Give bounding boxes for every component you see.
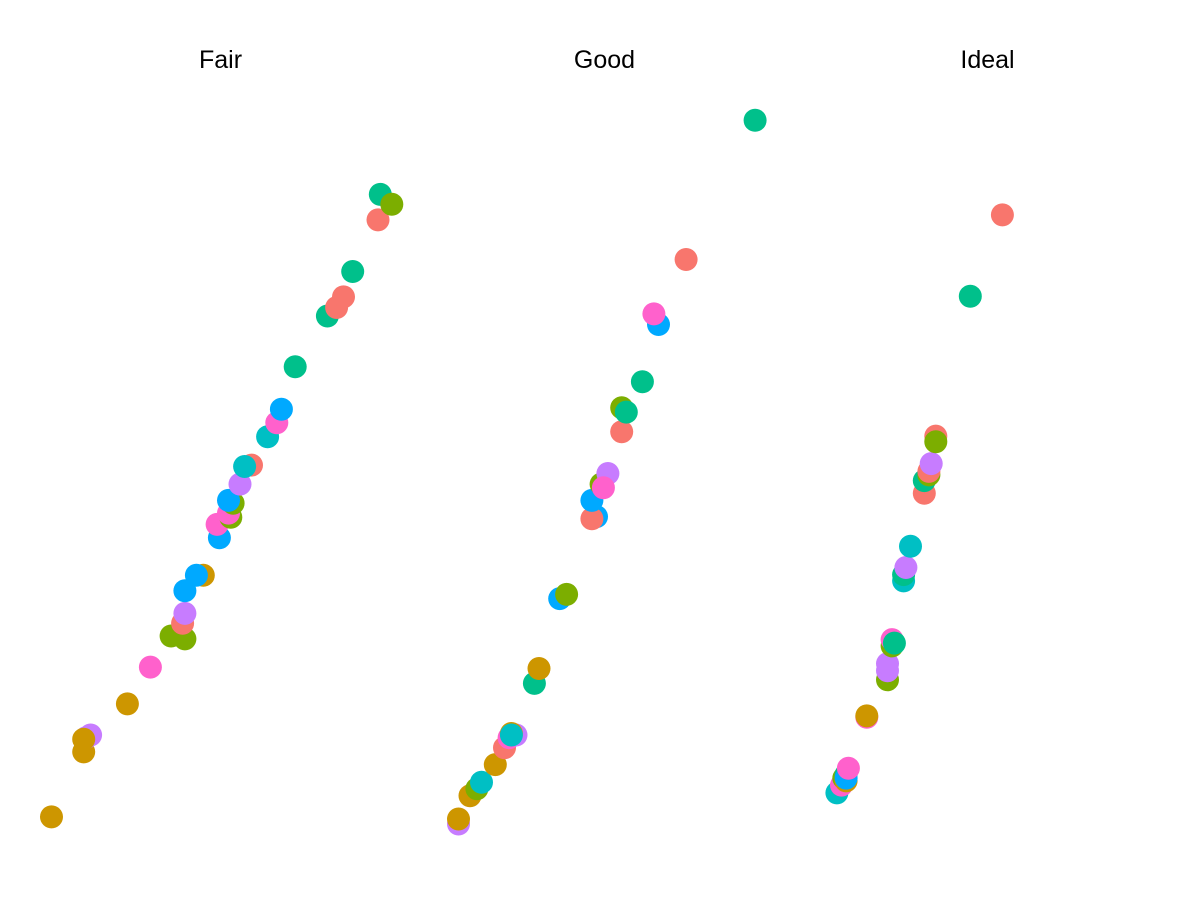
scatter-point-1-1 [447, 807, 470, 831]
facet-title-0: Fair [199, 46, 242, 74]
facet-panel-2: Ideal [825, 46, 1015, 805]
scatter-point-1-12 [527, 657, 551, 680]
scatter-point-2-6 [836, 756, 860, 780]
scatter-point-1-24 [630, 370, 654, 394]
facet-title-1: Good [574, 46, 635, 74]
scatter-point-2-18 [899, 534, 922, 558]
scatter-point-2-11 [876, 652, 899, 676]
scatter-point-1-27 [674, 248, 698, 271]
scatter-point-0-20 [228, 472, 252, 496]
scatter-point-0-25 [269, 397, 293, 421]
scatter-point-1-5 [483, 753, 507, 777]
facet-points-1 [447, 108, 767, 836]
scatter-point-0-13 [184, 563, 208, 587]
scatter-point-0-4 [72, 727, 96, 751]
scatter-point-0-26 [283, 355, 307, 379]
scatter-point-0-22 [233, 455, 257, 478]
scatter-point-2-23 [919, 452, 943, 476]
scatter-point-1-20 [591, 476, 615, 500]
scatter-point-1-14 [555, 582, 579, 606]
scatter-point-1-21 [610, 420, 634, 444]
facet-points-2 [825, 203, 1014, 805]
scatter-point-0-29 [332, 285, 355, 309]
scatter-point-2-8 [855, 704, 879, 728]
scatter-point-2-26 [958, 284, 982, 308]
scatter-point-2-27 [990, 203, 1014, 227]
scatter-point-1-28 [743, 108, 767, 132]
scatter-point-1-16 [580, 507, 604, 531]
scatter-point-0-33 [380, 192, 404, 216]
scatter-point-1-26 [642, 302, 666, 326]
scatter-point-1-4 [470, 770, 493, 794]
scatter-point-0-10 [173, 601, 197, 625]
scatter-point-2-25 [924, 430, 948, 454]
scatter-point-0-31 [366, 208, 390, 232]
scatter-point-1-10 [499, 723, 523, 747]
facet-title-2: Ideal [960, 46, 1014, 74]
scatter-point-0-5 [115, 692, 139, 716]
facet-points-0 [40, 182, 404, 829]
scatter-point-2-14 [882, 631, 906, 655]
scatter-point-0-30 [341, 260, 365, 283]
scatter-point-0-19 [217, 488, 240, 512]
scatter-point-0-6 [138, 655, 162, 679]
scatter-point-1-23 [614, 400, 638, 424]
scatter-point-0-0 [40, 805, 63, 829]
scatter-point-2-17 [894, 556, 918, 579]
facet-panel-1: Good [447, 46, 767, 836]
facet-panel-0: Fair [40, 46, 404, 829]
